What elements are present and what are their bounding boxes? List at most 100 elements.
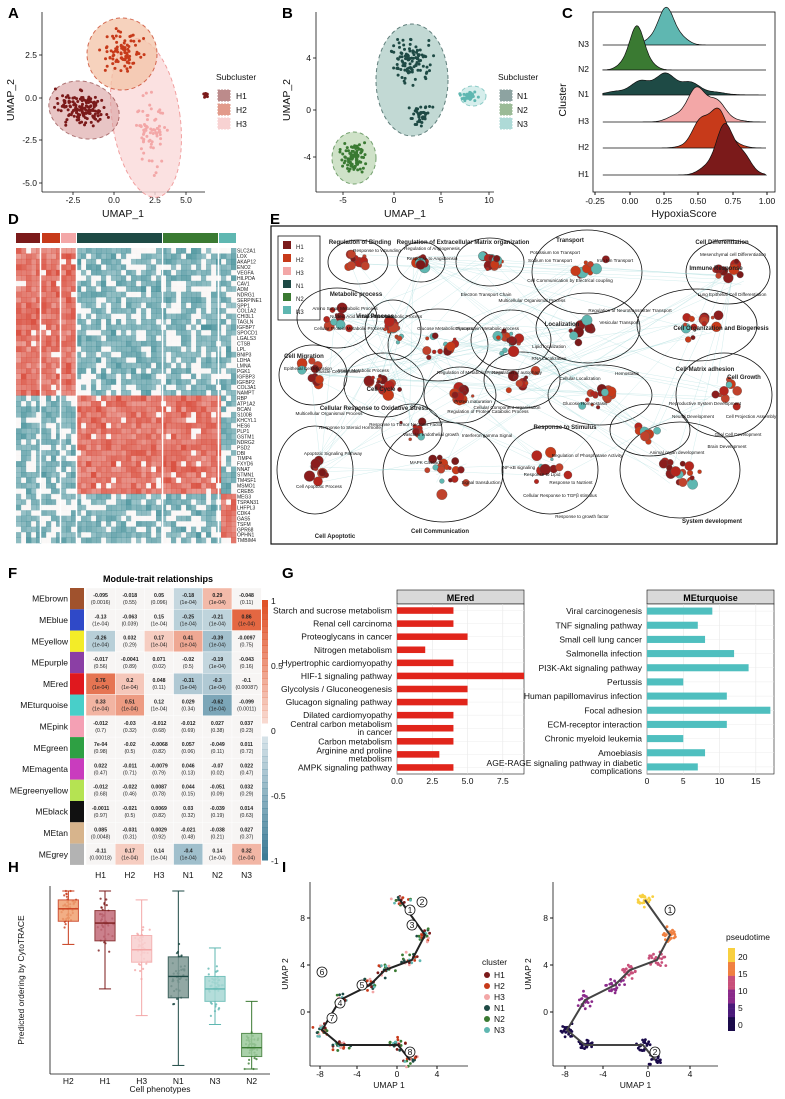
heatmap-cell: [136, 275, 142, 282]
heatmap-cell: [31, 286, 37, 292]
h1-point: [67, 99, 71, 103]
heatmap-cell: [126, 346, 132, 353]
h3-point: [155, 165, 159, 169]
pseudotime-scale: [728, 1028, 735, 1031]
heatmap-cell: [96, 526, 102, 533]
network-node: [383, 327, 387, 332]
heatmap-cell: [161, 499, 167, 506]
heatmap-cell: [186, 433, 192, 440]
heatmap-cell: [131, 537, 137, 544]
heatmap-cell: [101, 444, 107, 451]
pseudotime-scale: [728, 997, 735, 1001]
n2-point: [347, 158, 351, 162]
heatmap-cell: [231, 417, 237, 424]
heatmap-cell: [111, 368, 117, 374]
n2-point: [356, 161, 360, 165]
corr-pvalue: (0.97): [94, 813, 108, 819]
corr-value: -0.03: [124, 721, 136, 727]
heatmap-cell: [101, 499, 107, 506]
scale-segment: [262, 847, 268, 854]
corr-value: -0.0079: [150, 763, 168, 769]
heatmap-cell: [156, 275, 162, 282]
gene-label: AKAP12: [237, 260, 256, 266]
heatmap-cell: [226, 324, 232, 331]
heatmap-cell: [126, 335, 132, 342]
h1-point: [90, 108, 94, 112]
pseudotime-scale: [728, 1003, 735, 1007]
heatmap-cell: [201, 493, 207, 500]
heatmap-cell: [51, 472, 57, 478]
heatmap-cell: [66, 510, 72, 516]
heatmap-cell: [176, 401, 182, 407]
corr-value: -0.051: [210, 785, 225, 791]
heatmap-cell: [111, 373, 117, 380]
heatmap-cell: [176, 286, 182, 292]
heatmap-cell: [121, 351, 127, 358]
corr-value: -0.048: [239, 593, 254, 599]
heatmap-cell: [231, 291, 237, 298]
heatmap-cell: [186, 401, 192, 407]
n1-point: [415, 110, 419, 114]
heatmap-cell: [211, 461, 217, 467]
jitter-point: [134, 969, 137, 972]
heatmap-cell: [211, 280, 217, 287]
heatmap-cell: [221, 384, 227, 391]
corr-pvalue: (0.75): [240, 643, 254, 649]
heatmap-cell: [51, 444, 57, 451]
heatmap-cell: [201, 324, 207, 331]
h2-point: [123, 64, 127, 68]
heatmap-cell: [171, 291, 177, 298]
corr-pvalue: (1e-04): [209, 856, 226, 862]
corr-pvalue: (0.096): [151, 600, 168, 606]
pseudotime-point: [648, 954, 651, 958]
heatmap-cell: [106, 537, 112, 544]
h1-point: [68, 112, 72, 116]
heatmap-cell: [26, 401, 32, 407]
pseudotime-scale: [728, 1000, 735, 1004]
heatmap-cell: [91, 466, 97, 473]
n1-point: [400, 59, 404, 63]
n1-point: [411, 49, 415, 53]
network-node: [347, 249, 356, 259]
heatmap-cell: [146, 286, 152, 292]
term-label: Interferon gamma Signal: [462, 433, 512, 438]
heatmap-cell: [101, 357, 107, 364]
heatmap-cell: [171, 450, 177, 456]
heatmap-cell: [81, 532, 87, 538]
heatmap-cell: [146, 472, 152, 478]
heatmap-cell: [66, 286, 72, 292]
network-node: [360, 261, 370, 271]
corr-value: -0.018: [122, 593, 137, 599]
heatmap-cell: [41, 368, 47, 374]
n2-point: [359, 160, 363, 164]
heatmap-cell: [156, 428, 162, 435]
heatmap-cell: [76, 422, 82, 429]
heatmap-cell: [166, 482, 172, 489]
heatmap-cell: [121, 264, 127, 271]
heatmap-cell: [206, 401, 212, 407]
heatmap-cell: [176, 324, 182, 331]
n1-point: [399, 68, 403, 72]
heatmap-cell: [141, 308, 147, 314]
heatmap-cell: [111, 329, 117, 336]
h1-point: [106, 115, 110, 119]
pseudotime-scale: [728, 1014, 735, 1018]
pseudotime-tick: 10: [738, 986, 748, 996]
heatmap-cell: [171, 335, 177, 342]
h2-point: [120, 57, 124, 61]
heatmap-cell: [136, 395, 142, 402]
heatmap-cell: [131, 395, 137, 402]
heatmap-cell: [191, 329, 197, 336]
x-tick-label: N1: [173, 1076, 184, 1086]
n1-point: [415, 61, 419, 65]
heatmap-cell: [31, 390, 37, 396]
mered-bar: [397, 633, 468, 640]
heatmap-cell: [71, 280, 77, 287]
heatmap-cell: [71, 422, 77, 429]
heatmap-cell: [126, 302, 132, 309]
gene-label: HES6: [237, 424, 250, 430]
heatmap-cell: [221, 324, 227, 331]
h1-point: [78, 97, 82, 101]
heatmap-cell: [106, 324, 112, 331]
